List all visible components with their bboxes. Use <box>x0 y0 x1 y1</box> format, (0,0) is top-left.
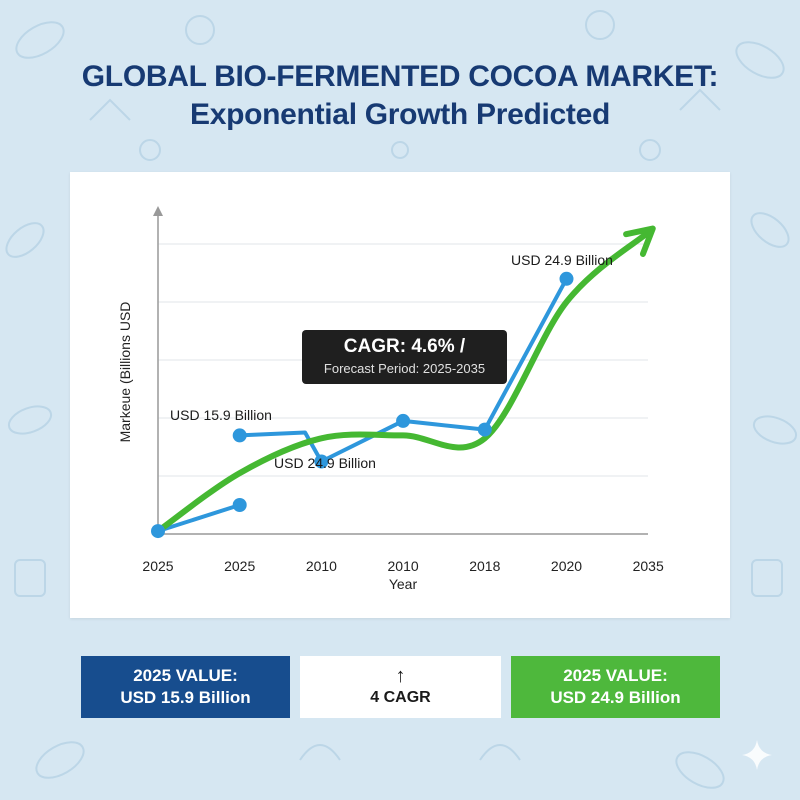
title-line-2: Exponential Growth Predicted <box>190 98 610 131</box>
x-tick-label: 2025 <box>142 558 173 574</box>
blue-series-point <box>151 524 165 539</box>
blue-series-point <box>232 428 247 443</box>
stat-card-2025-value-right: 2025 VALUE: USD 24.9 Billion <box>511 656 720 718</box>
annotation-label-left: USD 15.9 Billion <box>170 407 272 423</box>
stat-left-heading: 2025 VALUE: <box>133 666 238 685</box>
blue-series-line-segment <box>157 503 241 534</box>
blue-series-point <box>232 498 247 512</box>
title-line-1: GLOBAL BIO-FERMENTED COCOA MARKET: <box>81 60 719 93</box>
x-tick-label: 2010 <box>306 558 337 574</box>
cagr-value: CAGR: 4.6% / <box>343 336 466 357</box>
annotation-label-top: USD 24.9 Billion <box>511 252 613 268</box>
forecast-period: Forecast Period: 2025-2035 <box>323 361 486 376</box>
blue-series-point <box>477 422 492 437</box>
page-title: GLOBAL BIO-FERMENTED COCOA MARKET: Expon… <box>0 58 800 134</box>
blue-series-point <box>559 271 574 286</box>
x-tick-label: 2020 <box>551 558 582 574</box>
stat-left-value: USD 15.9 Billion <box>120 688 251 707</box>
stat-card-2025-value-left: 2025 VALUE: USD 15.9 Billion <box>81 656 290 718</box>
green-growth-curve <box>155 229 652 535</box>
cagr-callout: CAGR: 4.6% / Forecast Period: 2025-2035 <box>302 330 507 384</box>
blue-series-point <box>314 454 329 469</box>
sparkle-icon <box>742 740 772 770</box>
stat-right-heading: 2025 VALUE: <box>563 666 668 685</box>
stat-card-cagr: ↑ 4 CAGR <box>300 656 501 718</box>
green-curve-arrowhead <box>623 225 656 257</box>
chart-card: 2025 2025 2010 2010 2018 2020 2035 Year Markeu… <box>70 172 730 618</box>
annotation-label-mid: USD 24.9 Billion <box>274 455 376 471</box>
stat-right-value: USD 24.9 Billion <box>550 688 681 707</box>
y-axis-label: Markeue (Billions USD <box>117 302 133 443</box>
x-tick-label: 2010 <box>388 558 419 574</box>
blue-series-point <box>396 413 411 428</box>
y-axis-arrow <box>153 206 163 216</box>
x-tick-label: 2025 <box>224 558 255 574</box>
x-axis-label: Year <box>389 576 418 592</box>
blue-series-line-segment <box>239 277 569 464</box>
arrow-up-icon: ↑ <box>395 665 406 687</box>
line-chart: 2025 2025 2010 2010 2018 2020 2035 Year Markeu… <box>117 206 664 592</box>
stat-mid-text: 4 CAGR <box>370 689 431 706</box>
x-tick-label: 2035 <box>633 558 664 574</box>
x-tick-label: 2018 <box>469 558 500 574</box>
